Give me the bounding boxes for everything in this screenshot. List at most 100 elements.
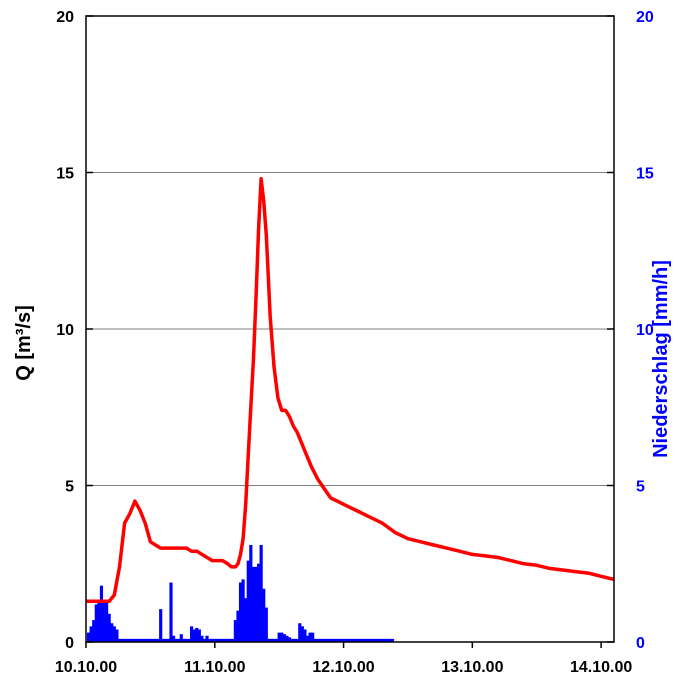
discharge-series	[86, 177, 615, 604]
precipitation-bar	[112, 626, 116, 642]
precipitation-bar	[305, 635, 310, 642]
precipitation-bar	[264, 607, 268, 642]
right-axis-title: Niederschlag [mm/h]	[650, 260, 672, 458]
right-tick-label: 10	[636, 322, 654, 339]
precipitation-bar	[226, 638, 230, 642]
precipitation-bar	[385, 638, 389, 642]
precipitation-bar	[362, 638, 366, 642]
precipitation-bar	[89, 626, 93, 642]
precipitation-bar	[213, 638, 217, 642]
left-tick-label: 20	[56, 9, 74, 26]
precipitation-bar	[97, 601, 101, 642]
precipitation-bar	[285, 635, 289, 642]
right-axis-ticks: 0 5 10 15 20	[607, 9, 654, 652]
precipitation-bar	[223, 638, 227, 642]
precipitation-bar	[326, 638, 330, 642]
precipitation-bar	[352, 638, 356, 642]
precipitation-bar	[282, 634, 286, 642]
left-axis-title: Q [m³/s]	[13, 305, 35, 381]
precipitation-bar	[125, 638, 129, 642]
precipitation-bar	[179, 634, 183, 642]
x-tick-label: 14.10.00	[570, 659, 632, 676]
precipitation-bar	[205, 635, 209, 642]
precipitation-bar	[231, 638, 235, 642]
precipitation-bar	[133, 638, 137, 642]
precipitation-bar	[236, 610, 240, 642]
precipitation-bar	[169, 582, 173, 642]
precipitation-bar	[246, 560, 250, 642]
precipitation-bar	[107, 613, 111, 642]
precipitation-bar	[174, 638, 178, 642]
precipitation-bar	[110, 623, 114, 642]
precipitation-bar	[349, 638, 353, 642]
precipitation-bar	[383, 638, 387, 642]
precipitation-bar	[372, 638, 377, 642]
precipitation-bar	[208, 638, 212, 642]
left-tick-label: 0	[65, 635, 74, 652]
precipitation-bar	[300, 626, 304, 642]
precipitation-bar	[187, 638, 191, 642]
precipitation-bar	[339, 638, 343, 642]
precipitation-bar	[171, 635, 176, 642]
precipitation-bar	[244, 598, 248, 642]
precipitation-bar	[195, 627, 199, 642]
precipitation-bar	[233, 620, 237, 642]
precipitation-bar	[86, 632, 91, 642]
precipitation-bar	[161, 638, 165, 642]
precipitation-bar	[341, 638, 346, 642]
precipitation-bar	[102, 601, 106, 642]
precipitation-bar	[347, 638, 351, 642]
precipitation-bar	[164, 638, 168, 642]
discharge-line	[86, 177, 615, 604]
precipitation-bar	[254, 566, 258, 642]
precipitation-bar	[190, 626, 194, 642]
precipitation-bar	[303, 629, 307, 642]
precipitation-bar	[323, 638, 328, 642]
precipitation-bar	[336, 638, 340, 642]
precipitation-bar	[166, 638, 171, 642]
precipitation-bar	[117, 638, 122, 642]
precipitation-bar	[269, 638, 274, 642]
x-tick-label: 10.10.00	[55, 659, 117, 676]
precipitation-bar	[105, 601, 109, 642]
precipitation-bar	[215, 638, 219, 642]
precipitation-bar	[287, 637, 292, 642]
precipitation-bar	[182, 638, 186, 642]
precipitation-bar	[388, 638, 392, 642]
precipitation-bar	[344, 638, 348, 642]
precipitation-bar	[138, 638, 142, 642]
precipitation-bar	[321, 638, 325, 642]
x-tick-label: 11.10.00	[184, 659, 246, 676]
precipitation-bar	[156, 638, 160, 642]
right-tick-label: 20	[636, 9, 654, 26]
precipitation-bar	[184, 638, 189, 642]
precipitation-bar	[280, 632, 284, 642]
precipitation-bar	[99, 585, 104, 642]
left-tick-label: 15	[56, 166, 74, 183]
precipitation-bar	[308, 632, 312, 642]
precipitation-bar	[365, 638, 369, 642]
left-tick-label: 5	[65, 479, 74, 496]
precipitation-bar	[251, 566, 256, 642]
precipitation-bar	[143, 638, 147, 642]
precipitation-bar	[272, 638, 276, 642]
precipitation-bar	[360, 638, 364, 642]
precipitation-bar	[316, 638, 320, 642]
grid-lines	[86, 172, 614, 486]
precipitation-bar	[277, 632, 281, 642]
x-tick-label: 12.10.00	[312, 659, 374, 676]
precipitation-bar	[295, 638, 299, 642]
precipitation-bar	[238, 582, 243, 642]
x-axis-ticks: 10.10.00 11.10.00 12.10.00 13.10.00 14.10.00	[55, 642, 632, 676]
precipitation-bar	[390, 638, 395, 642]
precipitation-bar	[329, 638, 333, 642]
left-axis-ticks: 0 5 10 15 20	[56, 9, 93, 652]
x-tick-label: 13.10.00	[441, 659, 503, 676]
precipitation-bar	[375, 638, 379, 642]
precipitation-bar	[148, 638, 152, 642]
precipitation-bar	[293, 638, 297, 642]
precipitation-bar	[318, 638, 322, 642]
precipitation-bar	[262, 588, 266, 642]
precipitation-bar	[130, 638, 134, 642]
